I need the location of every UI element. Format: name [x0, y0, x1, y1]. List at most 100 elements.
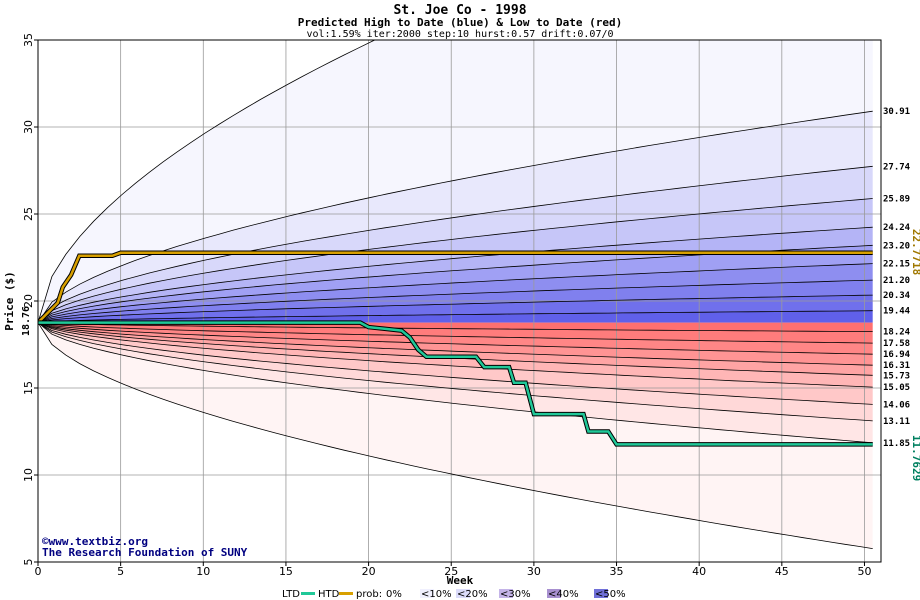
- low-band-8: [38, 322, 873, 344]
- legend-htd-label: HTD: [318, 589, 340, 600]
- x-tick-label-1: 5: [117, 565, 124, 578]
- level-label-2: 21.20: [883, 276, 910, 286]
- legend-item-1: <10%: [421, 589, 452, 600]
- contour-12: [38, 322, 873, 366]
- x-tick-label-5: 25: [444, 565, 458, 578]
- legend-htd-swatch: [339, 592, 353, 595]
- y-tick-label-0: 5: [22, 559, 35, 566]
- level-label-12: 16.31: [883, 361, 910, 371]
- level-label-3: 22.15: [883, 260, 910, 270]
- contour-18: [38, 40, 376, 323]
- contour-19: [38, 322, 873, 549]
- low-band-3: [38, 322, 873, 405]
- y-tick-label-5: 30: [22, 120, 35, 134]
- y-axis-label: Price ($): [3, 271, 16, 331]
- legend-item-0: 0%: [386, 589, 402, 600]
- level-label-13: 15.73: [883, 371, 910, 381]
- x-tick-label-7: 35: [610, 565, 624, 578]
- low-band-5: [38, 322, 873, 376]
- level-label-16: 13.11: [883, 417, 910, 427]
- level-label-17: 11.85: [883, 439, 910, 449]
- low-band-0: [38, 322, 873, 549]
- legend-item-3: <30%: [500, 589, 531, 600]
- x-tick-label-8: 40: [692, 565, 706, 578]
- level-label-5: 24.24: [883, 223, 911, 233]
- x-tick-label-0: 0: [35, 565, 42, 578]
- y-tick-label-6: 35: [22, 33, 35, 47]
- contour-5: [38, 226, 873, 323]
- contour-10: [38, 322, 873, 344]
- htd-value-label: 22.7718: [910, 229, 920, 275]
- x-tick-label-3: 15: [279, 565, 293, 578]
- low-band-1: [38, 322, 873, 443]
- contour-3: [38, 263, 873, 323]
- ltd-value-label: 11.7629: [910, 435, 920, 481]
- y-tick-label-3: 20: [22, 294, 35, 308]
- x-tick-label-6: 30: [527, 565, 541, 578]
- level-label-11: 16.94: [883, 350, 911, 360]
- level-label-10: 17.58: [883, 339, 910, 349]
- level-label-0: 19.44: [883, 307, 911, 317]
- level-label-6: 25.89: [883, 195, 910, 205]
- low-band-2: [38, 322, 873, 421]
- legend-ltd-swatch: [301, 592, 315, 595]
- legend-swatch-4: [547, 589, 561, 598]
- contour-7: [38, 165, 873, 323]
- level-label-14: 15.05: [883, 383, 910, 393]
- x-axis-label: Week: [447, 574, 474, 587]
- legend-prob-label: prob:: [356, 589, 382, 600]
- high-band-6: [38, 263, 873, 323]
- legend-swatch-0: [385, 589, 399, 598]
- level-labels: 19.44 20.34 21.20 22.15 23.20 24.24 25.89 27.74…: [883, 107, 911, 449]
- contour-15: [38, 322, 873, 405]
- legend: LTD HTD prob: 0% <10% <20% <30% <40% <50…: [282, 589, 626, 600]
- x-tick-label-9: 45: [775, 565, 789, 578]
- low-band-7: [38, 322, 873, 355]
- contour-14: [38, 322, 873, 388]
- high-band-2: [38, 166, 873, 323]
- x-tick-label-10: 50: [857, 565, 871, 578]
- contour-11: [38, 322, 873, 355]
- level-label-8: 30.91: [883, 107, 910, 117]
- start-price-label: 18.76: [21, 306, 32, 336]
- contour-lines: [38, 40, 873, 549]
- credit-org: The Research Foundation of SUNY: [42, 546, 248, 559]
- y-tick-label-1: 10: [22, 468, 35, 482]
- low-band-4: [38, 322, 873, 388]
- legend-ltd-label: LTD: [282, 589, 300, 600]
- contour-1: [38, 294, 873, 323]
- contour-8: [38, 110, 873, 323]
- high-band-1: [38, 111, 873, 323]
- chart-title: St. Joe Co - 1998: [393, 3, 526, 18]
- legend-swatch-3: [499, 589, 513, 598]
- contour-6: [38, 198, 873, 323]
- x-tick-label-4: 20: [362, 565, 376, 578]
- credit-site: ©www.textbiz.org: [42, 535, 148, 548]
- level-label-15: 14.06: [883, 400, 910, 410]
- legend-swatch-5: [594, 589, 608, 598]
- level-label-4: 23.20: [883, 241, 910, 251]
- high-band-3: [38, 198, 873, 323]
- htd-line: [38, 251, 873, 324]
- chart-params: vol:1.59% iter:2000 step:10 hurst:0.57 d…: [306, 29, 613, 40]
- series-lines: [38, 250, 873, 447]
- chart-subtitle: Predicted High to Date (blue) & Low to D…: [298, 16, 623, 29]
- level-label-7: 27.74: [883, 162, 911, 172]
- contour-0: [38, 310, 873, 323]
- ltd-line: [38, 321, 873, 446]
- legend-item-4: <40%: [548, 589, 579, 600]
- level-label-1: 20.34: [883, 291, 911, 301]
- legend-item-2: <20%: [457, 589, 488, 600]
- contour-17: [38, 322, 873, 444]
- high-band-5: [38, 245, 873, 323]
- x-tick-label-2: 10: [196, 565, 210, 578]
- legend-swatch-1: [420, 589, 434, 598]
- high-band-0: [38, 40, 873, 323]
- legend-swatch-2: [456, 589, 470, 598]
- high-band-9: [38, 310, 873, 323]
- probability-bands: [38, 40, 881, 562]
- legend-item-5: <50%: [595, 589, 626, 600]
- contour-2: [38, 279, 873, 323]
